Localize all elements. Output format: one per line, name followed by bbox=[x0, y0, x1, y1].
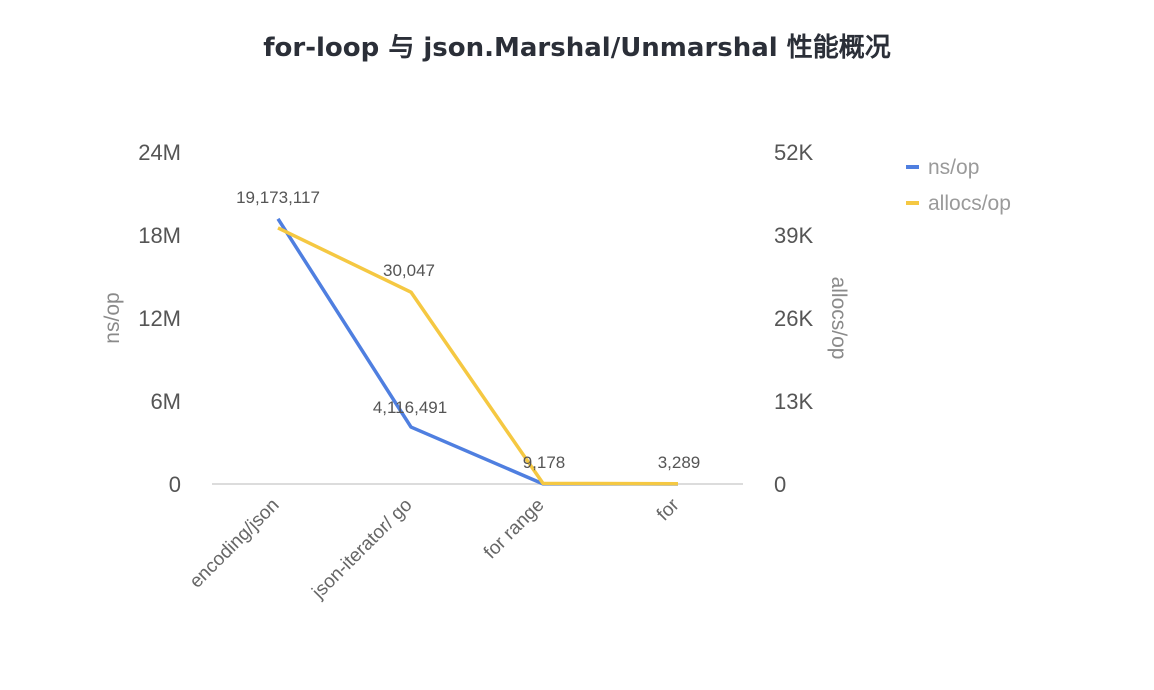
category-label: json-iterator/ go bbox=[308, 495, 417, 604]
category-label: for bbox=[653, 494, 684, 525]
left-tick-label: 0 bbox=[169, 472, 181, 497]
data-label: 19,173,117 bbox=[236, 188, 320, 207]
category-label: encoding/json bbox=[186, 495, 284, 593]
legend-swatch bbox=[906, 165, 919, 169]
x-axis-categories: encoding/json json-iterator/ go for range f… bbox=[186, 494, 684, 603]
right-tick-label: 26K bbox=[774, 306, 813, 331]
data-label: 9,178 bbox=[523, 453, 566, 472]
left-axis-label: ns/op bbox=[101, 292, 124, 343]
right-tick-label: 0 bbox=[774, 472, 786, 497]
left-tick-label: 18M bbox=[138, 223, 181, 248]
legend: ns/op allocs/op bbox=[906, 156, 1011, 215]
right-tick-label: 39K bbox=[774, 223, 813, 248]
data-label: 3,289 bbox=[658, 453, 701, 472]
chart-title: for-loop 与 json.Marshal/Unmarshal 性能概况 bbox=[263, 32, 891, 63]
right-axis-label: allocs/op bbox=[827, 277, 850, 360]
right-tick-label: 52K bbox=[774, 140, 813, 165]
legend-label: ns/op bbox=[928, 156, 979, 179]
left-tick-label: 24M bbox=[138, 140, 181, 165]
series-line-allocs-op bbox=[277, 226, 679, 486]
left-axis-ticks: 0 6M 12M 18M 24M bbox=[138, 140, 181, 497]
right-tick-label: 13K bbox=[774, 389, 813, 414]
data-labels: 19,173,117 4,116,491 9,178 3,289 30,047 bbox=[236, 188, 700, 472]
series-lines bbox=[276, 217, 679, 486]
category-label: for range bbox=[480, 495, 549, 564]
data-label: 30,047 bbox=[383, 261, 435, 280]
legend-label: allocs/op bbox=[928, 192, 1011, 215]
legend-swatch bbox=[906, 201, 919, 205]
right-axis-ticks: 0 13K 26K 39K 52K bbox=[774, 140, 813, 497]
left-tick-label: 12M bbox=[138, 306, 181, 331]
data-label: 4,116,491 bbox=[373, 398, 447, 417]
left-tick-label: 6M bbox=[150, 389, 181, 414]
